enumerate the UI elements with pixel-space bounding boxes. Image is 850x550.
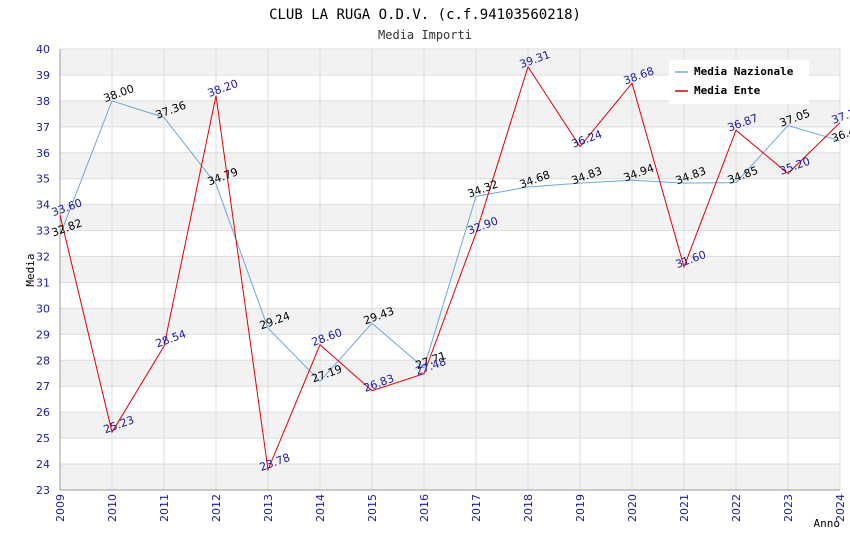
- x-tick-label: 2021: [678, 494, 691, 522]
- legend: Media Nazionale Media Ente: [669, 60, 809, 104]
- x-tick-labels: 2009 2010 2011 2012 2013 2014 2015 2016 2017 2018…: [54, 494, 847, 522]
- plot-band: [60, 360, 840, 387]
- y-tick-label: 40: [36, 43, 50, 56]
- x-tick-label: 2009: [54, 494, 67, 522]
- plot-band: [60, 204, 840, 231]
- data-label: 34.32: [466, 178, 500, 201]
- y-tick-label: 24: [36, 458, 50, 471]
- y-tick-label: 29: [36, 328, 50, 341]
- chart-subtitle: Media Importi: [378, 28, 472, 42]
- x-tick-label: 2012: [210, 494, 223, 522]
- y-tick-label: 25: [36, 432, 50, 445]
- y-axis-label: Media: [24, 253, 37, 286]
- y-tick-label: 34: [36, 199, 50, 212]
- y-tick-label: 28: [36, 354, 50, 367]
- data-label: 38.20: [206, 77, 240, 100]
- plot-band: [60, 412, 840, 439]
- axes: [59, 49, 840, 491]
- y-tick-label: 23: [36, 484, 50, 497]
- x-tick-label: 2017: [470, 494, 483, 522]
- chart-title: CLUB LA RUGA O.D.V. (c.f.94103560218): [269, 7, 581, 23]
- y-tick-labels: 23 24 25 26 27 28 29 30 31 32 33 34 35 36 37 38 39 40: [36, 43, 50, 497]
- x-tick-label: 2024: [834, 494, 847, 522]
- y-tick-label: 30: [36, 302, 50, 315]
- series-line-1: [59, 65, 841, 472]
- plot-band: [60, 464, 840, 490]
- legend-box: [669, 60, 809, 104]
- y-tick-label: 37: [36, 121, 50, 134]
- x-axis-label: Anno: [814, 517, 841, 530]
- series-lines: [59, 65, 841, 472]
- plot-bands: [60, 49, 840, 490]
- x-tick-label: 2020: [626, 494, 639, 522]
- x-tick-label: 2023: [782, 494, 795, 522]
- plot-band: [60, 256, 840, 283]
- x-tick-label: 2018: [522, 494, 535, 522]
- y-tick-label: 32: [36, 251, 50, 264]
- x-tick-label: 2010: [106, 494, 119, 522]
- y-tick-label: 33: [36, 225, 50, 238]
- y-tick-label: 39: [36, 69, 50, 82]
- plot-band: [60, 152, 840, 179]
- x-tick-label: 2013: [262, 494, 275, 522]
- legend-label-ente: Media Ente: [694, 84, 761, 97]
- y-tick-label: 27: [36, 380, 50, 393]
- x-tick-label: 2016: [418, 494, 431, 522]
- x-tick-label: 2011: [158, 494, 171, 522]
- y-tick-label: 31: [36, 276, 50, 289]
- data-label: 36.24: [570, 128, 604, 151]
- x-tick-label: 2015: [366, 494, 379, 522]
- x-tick-label: 2022: [730, 494, 743, 522]
- y-tick-label: 36: [36, 147, 50, 160]
- legend-label-nazionale: Media Nazionale: [694, 65, 794, 78]
- series-line-0: [59, 100, 841, 383]
- y-tick-label: 38: [36, 95, 50, 108]
- x-tick-label: 2019: [574, 494, 587, 522]
- y-tick-label: 35: [36, 173, 50, 186]
- plot-band: [60, 308, 840, 335]
- x-tick-label: 2014: [314, 494, 327, 522]
- plot-band: [60, 100, 840, 127]
- y-tick-label: 26: [36, 406, 50, 419]
